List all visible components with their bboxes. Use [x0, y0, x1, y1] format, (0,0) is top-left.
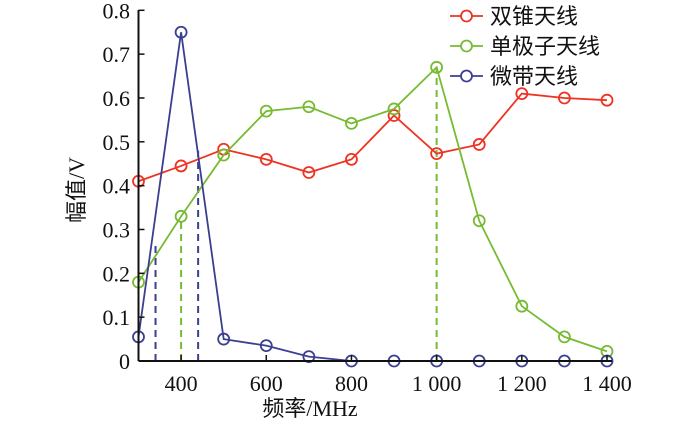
data-point	[387, 102, 401, 116]
y-tick-label: 0.7	[103, 42, 131, 67]
legend-marker-icon	[460, 69, 473, 83]
legend-item: 微带天线	[450, 64, 578, 89]
data-point	[345, 117, 358, 130]
y-tick-label: 0.5	[103, 130, 131, 155]
y-tick-label: 0.8	[103, 0, 131, 23]
x-tick-label: 1 400	[582, 371, 632, 396]
x-tick-label: 1 200	[497, 371, 547, 396]
x-tick-label: 400	[165, 371, 198, 396]
y-axis-label: 幅值/V	[64, 157, 89, 223]
legend-marker-icon	[460, 39, 473, 53]
legend-marker-icon	[460, 9, 473, 23]
data-point	[345, 152, 358, 166]
data-point	[558, 330, 571, 344]
data-point	[174, 209, 188, 223]
data-point	[217, 332, 231, 346]
data-point	[302, 100, 316, 114]
data-point	[259, 339, 273, 353]
data-point	[430, 60, 444, 74]
legend-label: 单极子天线	[490, 34, 600, 59]
data-point	[174, 25, 188, 39]
y-tick-label: 0.4	[103, 174, 131, 199]
data-point	[387, 109, 401, 122]
data-point	[515, 299, 529, 313]
x-tick-label: 600	[250, 371, 283, 396]
y-tick-label: 0.1	[103, 305, 131, 330]
y-tick-label: 0.6	[103, 86, 131, 111]
y-tick-label: 0	[119, 349, 130, 374]
series-line-1	[137, 65, 608, 353]
legend-label: 微带天线	[490, 64, 578, 89]
data-point	[174, 159, 188, 173]
x-tick-label: 1 000	[412, 371, 462, 396]
data-point	[259, 152, 273, 166]
legend-item: 双锥天线	[450, 4, 578, 29]
data-point	[430, 147, 444, 161]
x-axis-label: 频率/MHz	[262, 396, 358, 421]
y-tick-label: 0.3	[103, 217, 131, 242]
data-point	[302, 166, 316, 179]
y-tick-label: 0.2	[103, 261, 131, 286]
data-point	[472, 214, 486, 228]
data-point	[472, 138, 486, 151]
series-line-0	[138, 92, 608, 183]
data-point	[515, 87, 529, 100]
legend-item: 单极子天线	[450, 34, 600, 59]
x-tick-label: 800	[335, 371, 368, 396]
data-point	[600, 93, 614, 107]
data-point	[302, 350, 316, 364]
data-point	[558, 91, 571, 105]
legend-label: 双锥天线	[490, 4, 578, 29]
data-point	[217, 148, 231, 162]
data-point	[259, 104, 273, 118]
